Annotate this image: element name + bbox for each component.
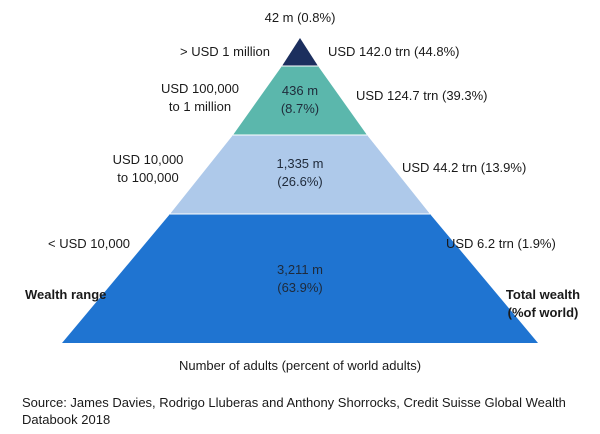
tier-3-count-value: 1,335 m <box>276 156 324 171</box>
tier-2-count: 436 m (8.7%) <box>260 82 340 118</box>
total-wealth-title-line2: (%of world) <box>507 305 579 320</box>
tier-3-count: 1,335 m (26.6%) <box>255 155 345 191</box>
total-wealth-title: Total wealth (%of world) <box>490 286 596 322</box>
tier-3-band <box>170 135 430 214</box>
tier-2-count-value: 436 m <box>281 83 319 98</box>
tier-1-band <box>282 38 318 66</box>
tier-3-range-line2: to 100,000 <box>117 170 179 185</box>
tier-4-count: 3,211 m (63.9%) <box>255 261 345 297</box>
source-note: Source: James Davies, Rodrigo Lluberas a… <box>22 394 582 428</box>
tier-3-range-line1: USD 10,000 <box>112 152 184 167</box>
tier-2-wealth: USD 124.7 trn (39.3%) <box>356 88 488 103</box>
tier-1-wealth: USD 142.0 trn (44.8%) <box>328 44 460 59</box>
source-line-2: Databook 2018 <box>22 412 111 427</box>
tier-3-wealth: USD 44.2 trn (13.9%) <box>402 160 527 175</box>
tier-4-wealth: USD 6.2 trn (1.9%) <box>446 236 556 251</box>
tier-2-range-line2: to 1 million <box>168 99 232 114</box>
tier-4-count-value: 3,211 m <box>276 262 323 277</box>
tier-4-range: < USD 10,000 <box>48 236 131 251</box>
tier-2-range: USD 100,000 to 1 million <box>140 80 260 116</box>
tier-1-range: > USD 1 million <box>180 44 270 59</box>
top-tier-count: 42 m (0.8%) <box>264 10 336 25</box>
tier-3-count-percent: (26.6%) <box>277 174 323 189</box>
tier-2-range-line1: USD 100,000 <box>160 81 240 96</box>
source-line-1: Source: James Davies, Rodrigo Lluberas a… <box>22 395 566 410</box>
tier-3-range: USD 10,000 to 100,000 <box>88 151 208 187</box>
total-wealth-title-line1: Total wealth <box>505 287 581 302</box>
tier-4-band <box>62 214 538 343</box>
tier-4-count-percent: (63.9%) <box>277 280 323 295</box>
adults-caption: Number of adults (percent of world adult… <box>178 358 422 373</box>
wealth-range-title: Wealth range <box>25 287 107 302</box>
tier-2-count-percent: (8.7%) <box>280 101 320 116</box>
tier-2-band <box>233 66 367 135</box>
